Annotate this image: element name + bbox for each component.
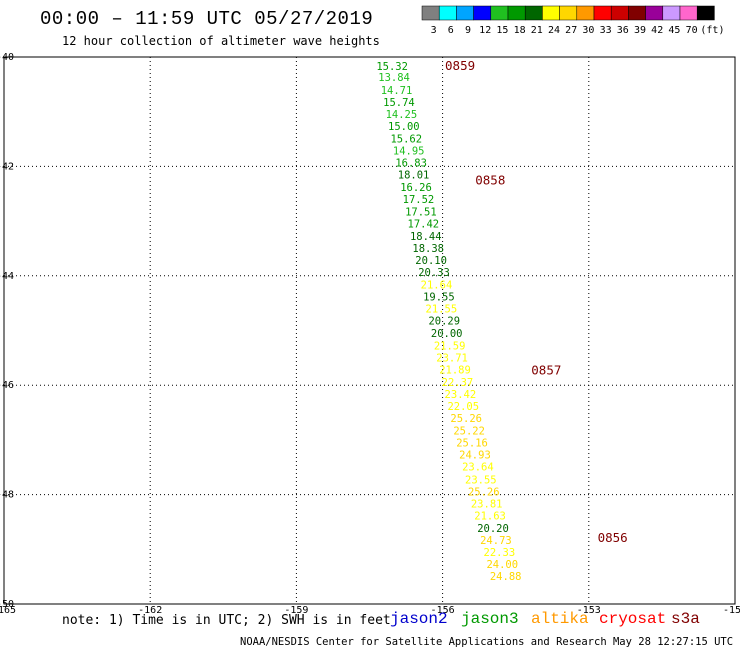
wave-height-point: 21.55 [426,304,458,316]
wave-height-point: 17.52 [403,194,435,206]
wave-height-point: 15.00 [388,121,420,133]
wave-height-point: 23.64 [462,462,494,474]
units-note: note: 1) Time is in UTC; 2) SWH is in fe… [62,613,391,628]
wave-height-point: 13.84 [378,72,410,84]
wave-height-point: 16.26 [400,182,432,194]
plot-frame [3,56,736,605]
wave-height-point: 25.26 [450,413,482,425]
legend-label: 33 [600,25,612,36]
wave-height-point: 20.10 [415,255,447,267]
x-tick-label: -156 [431,605,455,616]
x-tick-label: -153 [577,605,601,616]
y-tick-label: -50 [0,599,14,610]
y-tick-label: -46 [0,380,14,391]
wave-height-point: 23.42 [445,389,477,401]
wave-height-point: 24.88 [490,571,522,583]
wave-height-point: 15.32 [376,61,408,73]
y-tick-label: -44 [0,271,14,282]
wave-height-point: 21.59 [434,340,466,352]
legend-label: 15 [496,25,508,36]
wave-height-point: 20.29 [428,316,460,328]
wave-height-point: 21.89 [439,364,471,376]
wave-height-point: 14.95 [393,146,425,158]
y-tick-label: -48 [0,490,14,501]
legend-label: 27 [565,25,577,36]
x-tick-label: -150 [723,605,740,616]
wave-height-point: 22.05 [447,401,479,413]
legend-unit: (ft) [700,25,724,36]
legend-label: 24 [548,25,560,36]
y-tick-label: -42 [0,161,14,172]
legend-label: 9 [465,25,471,36]
wave-height-point: 24.93 [459,450,491,462]
wave-height-point: 25.22 [453,426,485,438]
wave-height-point: 25.16 [456,438,488,450]
wave-height-point: 18.38 [412,243,444,255]
wave-height-point: 22.37 [442,377,474,389]
pass-time-label: 0856 [598,530,628,545]
wave-height-point: 23.81 [471,498,503,510]
footer-credit: NOAA/NESDIS Center for Satellite Applica… [240,636,740,648]
satellite-key-jason2: jason2 [390,610,448,628]
wave-height-point: 20.33 [418,267,450,279]
wave-height-point: 23.55 [465,474,497,486]
wave-height-point: 21.64 [421,280,453,292]
legend-label: 45 [668,25,680,36]
legend-label: 70 [686,25,698,36]
legend-swatch [696,5,715,21]
legend-label: 18 [514,25,526,36]
wave-height-point: 24.73 [480,535,512,547]
y-tick-label: -40 [0,52,14,63]
legend-label: 39 [634,25,646,36]
color-scale-legend: 3 6 9 12 15 18 21 24 27 30 33 36 39 42 45 70 (ft) [421,5,724,36]
wave-height-point: 16.83 [395,158,427,170]
wave-height-point: 17.42 [408,218,440,230]
wave-height-point: 15.62 [390,134,422,146]
satellite-key-jason3: jason3 [461,610,519,628]
pass-time-label: 0859 [445,58,475,73]
wave-height-point: 18.44 [410,231,442,243]
wave-height-point: 15.74 [383,97,415,109]
legend-label: 30 [582,25,594,36]
wave-height-point: 24.00 [486,559,518,571]
satellite-key-cryosat: cryosat [599,610,667,628]
chart-subtitle: 12 hour collection of altimeter wave hei… [62,34,380,48]
x-tick-label: -159 [284,605,308,616]
wave-height-point: 21.63 [474,510,506,522]
pass-time-label: 0857 [531,362,561,377]
legend-label: 12 [479,25,491,36]
legend-label: 6 [448,25,454,36]
satellite-key-altika: altika [531,610,589,628]
wave-height-point: 17.51 [405,206,437,218]
wave-height-map: -165 -162 -159 -156 -153 -150 -40 -42 -44 -46 -48 -… [0,52,740,616]
x-tick-label: -165 [0,605,16,616]
wave-height-point: 22.33 [484,547,516,559]
wave-height-point: 18.01 [398,170,430,182]
wave-height-point: 20.20 [477,523,509,535]
pass-time-label: 0858 [475,173,505,188]
wave-height-point: 14.25 [386,109,418,121]
wave-height-point: 25.26 [468,486,500,498]
wave-height-point: 20.00 [431,328,463,340]
legend-label: 42 [651,25,663,36]
wave-height-point: 14.71 [381,85,413,97]
legend-label: 3 [431,25,437,36]
satellite-key-s3a: s3a [671,610,700,628]
legend-label: 21 [531,25,543,36]
legend-label: 36 [617,25,629,36]
wave-height-point: 19.55 [423,292,455,304]
chart-title: 00:00 – 11:59 UTC 05/27/2019 [40,8,374,30]
x-tick-label: -162 [138,605,162,616]
wave-height-point: 23.71 [436,352,468,364]
